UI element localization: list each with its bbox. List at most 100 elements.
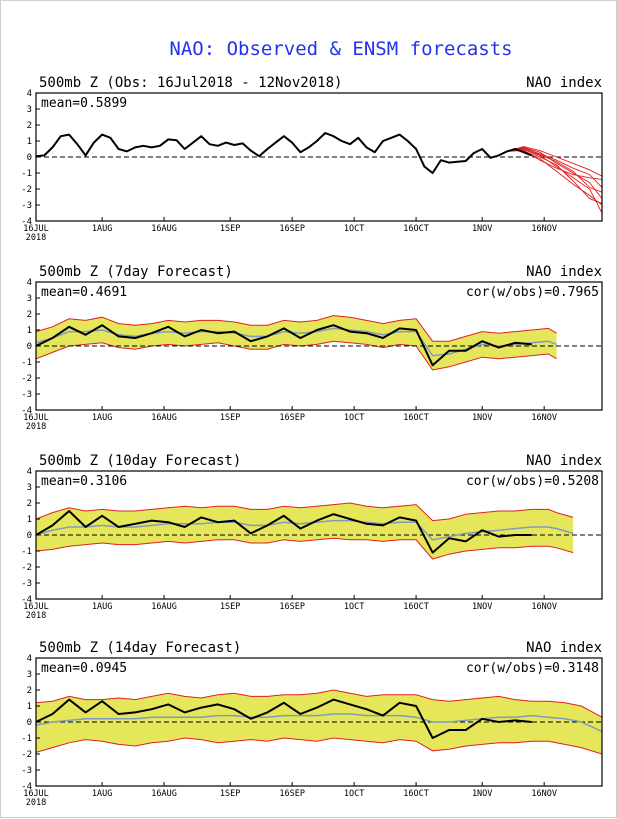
x-tick-label: 1AUG: [92, 789, 112, 799]
spread-upper-line: [36, 315, 557, 342]
y-tick-label: -1: [21, 547, 32, 557]
y-tick-label: 4: [27, 654, 32, 664]
x-tick-label: 1SEP: [220, 224, 240, 234]
panel-header-index: NAO index: [526, 640, 602, 656]
x-tick-label: 16OCT: [403, 413, 429, 423]
y-tick-label: -2: [21, 185, 32, 195]
panel-header-index: NAO index: [526, 264, 602, 280]
x-tick-label: 1OCT: [344, 602, 364, 612]
x-tick-label: 1SEP: [220, 413, 240, 423]
correlation-label: cor(w/obs)=0.5208: [466, 474, 599, 489]
panel-header-index: NAO index: [526, 453, 602, 469]
y-tick-label: 3: [27, 670, 32, 680]
x-tick-label: 1NOV: [472, 224, 492, 234]
forecast-member-line: [506, 146, 602, 199]
panels-group: 500mb Z (Obs: 16Jul2018 - 12Nov2018) NAO …: [21, 75, 603, 808]
x-tick-label: 16JUL: [23, 789, 49, 799]
x-tick-label: 1OCT: [344, 789, 364, 799]
spread-upper-line: [36, 689, 602, 718]
spread-lower-line: [36, 737, 602, 755]
forecast-member-line: [506, 147, 602, 188]
x-tick-label: 16SEP: [279, 602, 305, 612]
plot-area: [36, 315, 602, 371]
x-tick-label: 16NOV: [531, 224, 557, 234]
spread-upper-line: [36, 502, 574, 522]
x-tick-label: 1AUG: [92, 224, 112, 234]
forecast-member-line: [506, 146, 602, 193]
y-tick-label: 3: [27, 483, 32, 493]
forecast-member-line: [506, 149, 602, 180]
mean-label: mean=0.4691: [41, 285, 127, 300]
y-tick-label: 3: [27, 105, 32, 115]
x-tick-label: 1OCT: [344, 413, 364, 423]
correlation-label: cor(w/obs)=0.7965: [466, 285, 599, 300]
ensemble-mean-line: [36, 713, 602, 733]
panel-header-title: 500mb Z (10day Forecast): [39, 453, 241, 469]
y-tick-label: 0: [27, 153, 32, 163]
x-tick-label: 1NOV: [472, 602, 492, 612]
x-tick-label: 16NOV: [531, 789, 557, 799]
x-tick-label: 1SEP: [220, 789, 240, 799]
y-tick-label: -2: [21, 374, 32, 384]
panel-header-title: 500mb Z (14day Forecast): [39, 640, 241, 656]
observed-line: [36, 698, 532, 739]
y-tick-label: 2: [27, 686, 32, 696]
y-tick-label: -1: [21, 358, 32, 368]
y-tick-label: 3: [27, 294, 32, 304]
y-tick-label: -1: [21, 734, 32, 744]
y-tick-label: 1: [27, 515, 32, 525]
x-tick-label: 1OCT: [344, 224, 364, 234]
y-tick-label: -4: [21, 406, 32, 416]
figure-title: NAO: Observed & ENSM forecasts: [169, 38, 512, 60]
forecast-member-line: [506, 148, 602, 204]
x-tick-year: 2018: [26, 798, 46, 808]
x-tick-label: 16NOV: [531, 413, 557, 423]
plot-area: [36, 502, 602, 560]
x-tick-label: 16AUG: [151, 413, 177, 423]
plot-area: [36, 689, 602, 755]
x-tick-year: 2018: [26, 422, 46, 432]
spread-lower-line: [36, 537, 574, 560]
y-tick-label: -3: [21, 201, 32, 211]
x-tick-label: 16AUG: [151, 602, 177, 612]
x-tick-label: 16AUG: [151, 224, 177, 234]
y-tick-label: 4: [27, 89, 32, 99]
x-tick-label: 1AUG: [92, 602, 112, 612]
y-tick-label: 4: [27, 467, 32, 477]
x-tick-label: 16SEP: [279, 789, 305, 799]
correlation-label: cor(w/obs)=0.3148: [466, 661, 599, 676]
x-tick-year: 2018: [26, 233, 46, 243]
y-tick-label: -4: [21, 217, 32, 227]
ensemble-mean-line: [36, 519, 574, 541]
y-tick-label: -3: [21, 390, 32, 400]
x-tick-year: 2018: [26, 611, 46, 621]
x-tick-label: 16NOV: [531, 602, 557, 612]
x-tick-label: 1NOV: [472, 413, 492, 423]
panel-2: 500mb Z (7day Forecast) NAO index 4 3 2 1 0 -1 -…: [21, 264, 603, 432]
x-tick-label: 1AUG: [92, 413, 112, 423]
spread-band: [36, 315, 557, 370]
forecast-member-line: [506, 146, 602, 177]
x-tick-label: 1NOV: [472, 789, 492, 799]
x-tick-label: 16OCT: [403, 602, 429, 612]
observed-line: [36, 324, 532, 367]
x-tick-label: 16SEP: [279, 413, 305, 423]
y-tick-label: 0: [27, 718, 32, 728]
y-tick-label: -4: [21, 782, 32, 792]
y-tick-label: 0: [27, 531, 32, 541]
forecast-member-line: [506, 148, 602, 214]
x-tick-label: 16JUL: [23, 224, 49, 234]
mean-label: mean=0.3106: [41, 474, 127, 489]
panel-header-title: 500mb Z (Obs: 16Jul2018 - 12Nov2018): [39, 75, 342, 91]
x-tick-label: 16JUL: [23, 413, 49, 423]
x-tick-label: 1SEP: [220, 602, 240, 612]
observed-line: [36, 510, 532, 554]
x-tick-label: 16JUL: [23, 602, 49, 612]
mean-label: mean=0.0945: [41, 661, 127, 676]
y-tick-label: 4: [27, 278, 32, 288]
y-tick-label: 1: [27, 326, 32, 336]
mean-label: mean=0.5899: [41, 96, 127, 111]
panel-3: 500mb Z (10day Forecast) NAO index 4 3 2 1 0 -1…: [21, 453, 603, 621]
x-tick-label: 16AUG: [151, 789, 177, 799]
y-tick-label: -3: [21, 766, 32, 776]
